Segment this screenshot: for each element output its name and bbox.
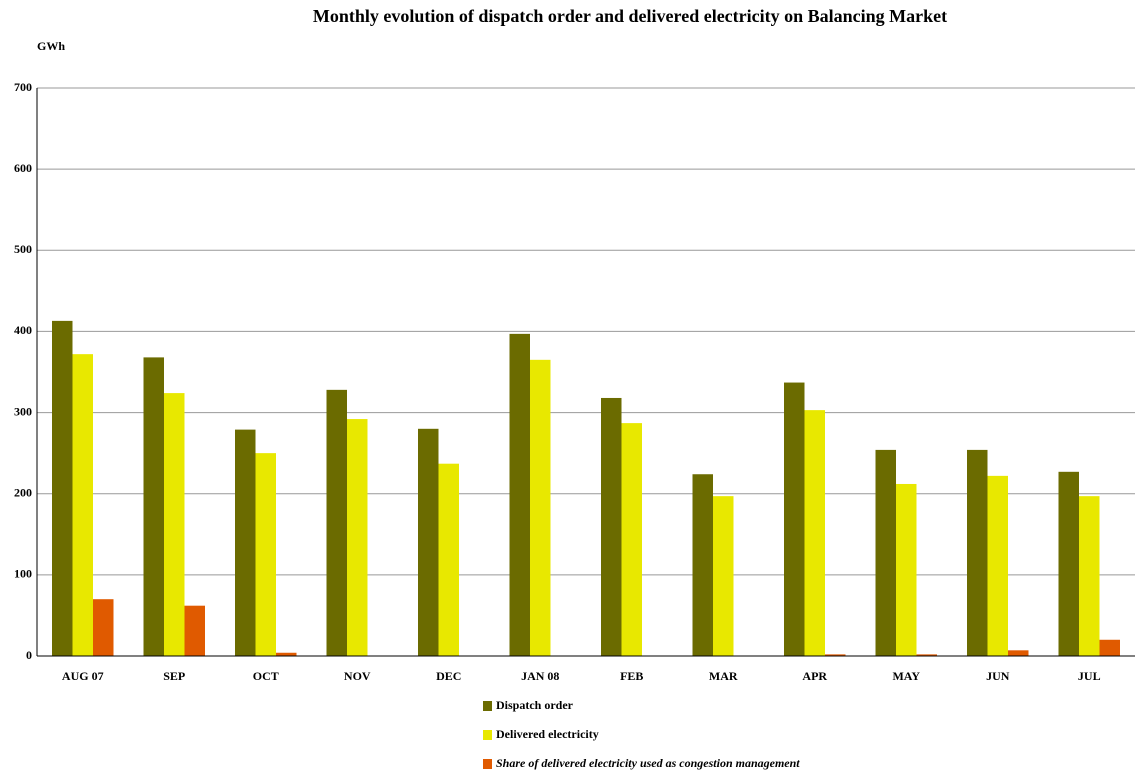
bar bbox=[255, 453, 276, 656]
bar bbox=[825, 654, 846, 656]
bar bbox=[184, 605, 205, 656]
bar bbox=[418, 428, 439, 656]
x-tick-label: AUG 07 bbox=[62, 669, 104, 683]
bar bbox=[784, 382, 805, 656]
bar bbox=[93, 599, 114, 656]
bar bbox=[143, 357, 164, 656]
y-tick-label: 400 bbox=[14, 323, 32, 337]
bar bbox=[276, 652, 297, 656]
bar bbox=[621, 423, 642, 656]
bar bbox=[1079, 496, 1100, 656]
bar bbox=[326, 389, 347, 656]
y-tick-label: 0 bbox=[26, 648, 32, 662]
bar bbox=[235, 429, 256, 656]
chart-title: Monthly evolution of dispatch order and … bbox=[313, 6, 947, 26]
bar bbox=[72, 354, 93, 656]
x-tick-label: SEP bbox=[163, 669, 185, 683]
bar bbox=[713, 496, 734, 656]
bar bbox=[347, 419, 368, 656]
legend-label: Dispatch order bbox=[496, 698, 574, 712]
y-tick-label: 500 bbox=[14, 242, 32, 256]
x-tick-label: JUN bbox=[986, 669, 1010, 683]
y-tick-label: 200 bbox=[14, 485, 32, 499]
bar bbox=[804, 410, 825, 656]
bar bbox=[509, 333, 530, 656]
bar bbox=[530, 359, 551, 656]
bar bbox=[967, 449, 988, 656]
y-axis-label: GWh bbox=[37, 39, 65, 53]
y-tick-label: 100 bbox=[14, 567, 32, 581]
legend-swatch bbox=[483, 701, 492, 711]
bar bbox=[601, 397, 622, 656]
bar bbox=[1008, 650, 1029, 656]
x-tick-label: JUL bbox=[1078, 669, 1101, 683]
bar bbox=[916, 654, 937, 656]
x-tick-label: DEC bbox=[436, 669, 461, 683]
x-tick-label: FEB bbox=[620, 669, 643, 683]
bar bbox=[987, 475, 1008, 656]
legend-swatch bbox=[483, 730, 492, 740]
bar bbox=[1099, 639, 1120, 656]
legend-label: Share of delivered electricity used as c… bbox=[496, 756, 800, 770]
bar bbox=[164, 393, 185, 656]
legend-label: Delivered electricity bbox=[496, 727, 599, 741]
legend-swatch bbox=[483, 759, 492, 769]
bar bbox=[438, 463, 459, 656]
x-tick-label: NOV bbox=[344, 669, 371, 683]
x-tick-label: MAY bbox=[892, 669, 920, 683]
x-tick-label: APR bbox=[802, 669, 827, 683]
bar bbox=[52, 320, 73, 656]
bar bbox=[875, 449, 896, 656]
x-tick-label: MAR bbox=[709, 669, 738, 683]
x-tick-label: JAN 08 bbox=[521, 669, 559, 683]
bar bbox=[692, 474, 713, 656]
y-tick-label: 600 bbox=[14, 161, 32, 175]
bar bbox=[1058, 471, 1079, 656]
x-tick-label: OCT bbox=[253, 669, 279, 683]
y-tick-label: 300 bbox=[14, 404, 32, 418]
y-tick-label: 700 bbox=[14, 80, 32, 94]
bar bbox=[896, 483, 917, 656]
